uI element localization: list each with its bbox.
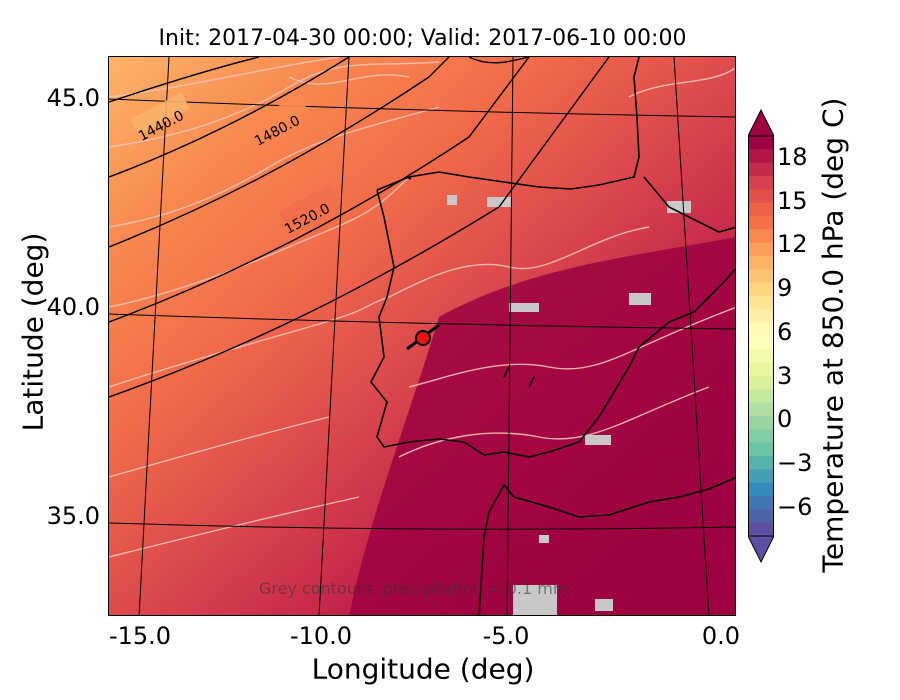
colorbar-tick: 12 (777, 230, 808, 258)
contour-label-bg (248, 94, 308, 138)
colorbar (748, 108, 774, 564)
colorbar-band (748, 162, 774, 177)
colorbar-band (748, 429, 774, 444)
contour-label-bg (278, 184, 338, 228)
colorbar-band (748, 362, 774, 377)
colorbar-tick: 9 (777, 274, 793, 302)
colorbar-band (748, 456, 774, 470)
contour-label-bg (130, 92, 190, 136)
x-tick-label: -15.0 (108, 622, 172, 650)
colorbar-max-arrow (748, 108, 774, 137)
colorbar-band (748, 216, 774, 230)
x-tick-label: 0.0 (701, 622, 741, 650)
colorbar-frame (748, 135, 774, 537)
colorbar-band (748, 229, 774, 244)
map-panel[interactable]: 1440.0 1480.0 1520.0 Grey contours: prec… (108, 56, 736, 616)
colorbar-min-arrow (748, 535, 774, 564)
precipitation-note: Grey contours: precipitation > 0.1 mm (259, 579, 568, 598)
coastline (370, 57, 735, 615)
colorbar-band (748, 269, 774, 284)
colorbar-band (748, 202, 774, 217)
temperature-map: 1440.0 1480.0 1520.0 Grey contours: prec… (109, 57, 735, 615)
colorbar-tick: 15 (777, 187, 808, 215)
plot-title: Init: 2017-04-30 00:00; Valid: 2017-06-1… (158, 26, 687, 51)
colorbar-band (748, 376, 774, 390)
geopotential-contours (109, 57, 610, 398)
precipitation-patches (447, 195, 691, 615)
graticule (109, 57, 735, 615)
colorbar-label: Temperature at 850.0 hPa (deg C) (816, 97, 850, 573)
colorbar-tick: −3 (777, 449, 813, 477)
location-marker[interactable] (415, 330, 431, 346)
colorbar-band (748, 416, 774, 430)
colorbar-band (748, 149, 774, 164)
y-tick-label: 35.0 (46, 502, 100, 530)
y-tick-label: 40.0 (46, 293, 100, 321)
colorbar-band (748, 242, 774, 257)
colorbar-band (748, 256, 774, 270)
colorbar-band (748, 482, 774, 497)
y-axis-label: Latitude (deg) (16, 232, 50, 432)
colorbar-band (748, 309, 774, 324)
colorbar-band (748, 322, 774, 337)
colorbar-band (748, 176, 774, 190)
colorbar-band (748, 136, 774, 150)
y-tick-label: 45.0 (46, 84, 100, 112)
colorbar-band (748, 349, 774, 364)
colorbar-band (748, 336, 774, 350)
colorbar-band (748, 189, 774, 204)
colorbar-band (748, 496, 774, 510)
temperature-isolines (109, 57, 735, 558)
colorbar-band (748, 282, 774, 297)
hot-region (349, 237, 735, 615)
colorbar-tick: −6 (777, 493, 813, 521)
colorbar-band (748, 509, 774, 524)
x-axis-label: Longitude (deg) (311, 652, 535, 686)
colorbar-band (748, 296, 774, 310)
colorbar-band (748, 442, 774, 457)
colorbar-tick: 18 (777, 143, 808, 171)
colorbar-tick: 6 (777, 318, 793, 346)
colorbar-band (748, 469, 774, 484)
colorbar-tick: 3 (777, 362, 793, 390)
x-tick-label: -5.0 (482, 622, 530, 650)
colorbar-band (748, 402, 774, 417)
colorbar-tick: 0 (777, 405, 793, 433)
colorbar-band (748, 389, 774, 404)
colorbar-band (748, 522, 774, 537)
x-tick-label: -10.0 (289, 622, 353, 650)
